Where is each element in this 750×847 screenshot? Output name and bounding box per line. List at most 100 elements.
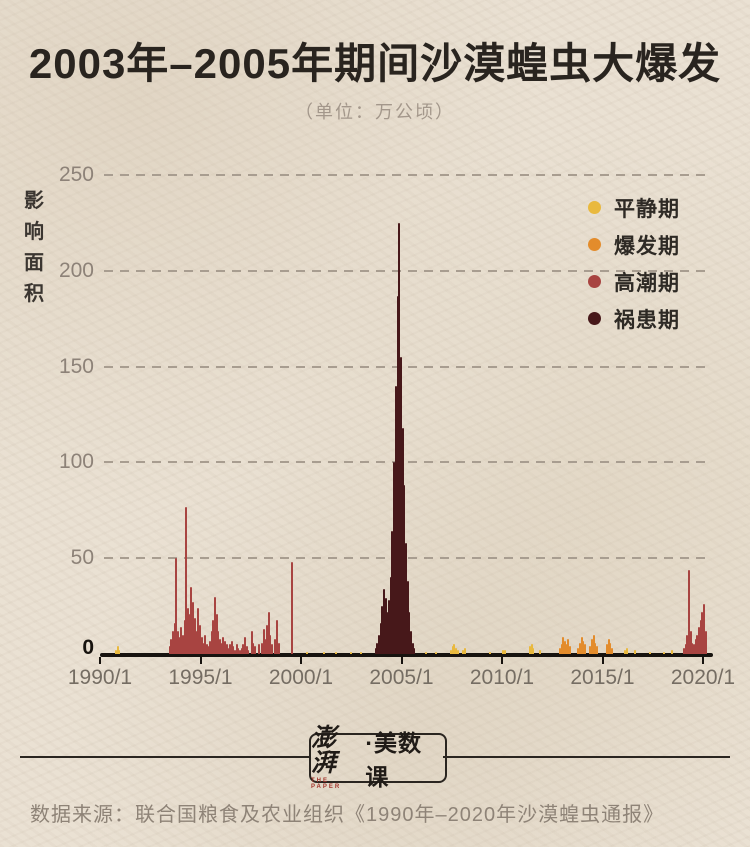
bar <box>530 644 533 654</box>
bar <box>239 650 241 654</box>
bar <box>386 611 389 654</box>
x-tick-mark-2020/1 <box>702 657 704 664</box>
y-tick-label-0: 0 <box>82 636 94 659</box>
bar <box>208 640 211 654</box>
publisher-logo: 澎湃 THE PAPER ·美数课 <box>309 726 447 790</box>
bar <box>503 650 506 654</box>
page-title: 2003年–2005年期间沙漠蝗虫大爆发 <box>28 40 722 87</box>
bar <box>461 650 464 654</box>
bar <box>610 648 613 654</box>
y-tick-label-150: 150 <box>58 354 94 378</box>
bar <box>398 222 401 654</box>
bar <box>230 640 233 654</box>
bar <box>408 611 411 654</box>
bar <box>391 531 394 654</box>
bar <box>183 619 186 654</box>
bar <box>592 634 595 654</box>
bar <box>374 648 377 654</box>
logo-brand: 澎湃 THE PAPER <box>311 726 362 791</box>
y-axis-title: 影响面积 <box>24 190 44 305</box>
legend: 平静期 爆发期 高潮期 祸患期 <box>588 189 680 337</box>
bar <box>262 629 265 654</box>
bar <box>691 642 694 654</box>
bar <box>703 604 705 654</box>
bar <box>234 650 236 654</box>
bar <box>577 648 580 654</box>
footer-divider-left <box>20 756 309 758</box>
bar <box>247 650 250 654</box>
bar <box>698 627 700 654</box>
bar <box>275 619 278 654</box>
bar <box>306 652 308 654</box>
legend-item-outbreak: 爆发期 <box>588 226 680 263</box>
legend-item-upsurge: 高潮期 <box>588 263 680 300</box>
bar <box>455 648 458 654</box>
bar <box>168 646 171 654</box>
bar <box>413 648 416 654</box>
bar <box>207 646 210 654</box>
bar <box>609 642 612 654</box>
legend-dot-icon <box>588 275 601 288</box>
y-tick-label-200: 200 <box>58 258 94 282</box>
bar <box>115 650 118 654</box>
bar <box>192 602 195 654</box>
bar <box>684 644 687 654</box>
bar <box>175 558 178 654</box>
bar <box>222 636 225 654</box>
bar <box>242 644 245 654</box>
bar <box>406 581 409 654</box>
bar <box>634 650 637 654</box>
bar <box>264 638 267 654</box>
bar <box>488 652 491 654</box>
bar <box>223 640 226 654</box>
legend-dot-icon <box>588 201 601 214</box>
bar <box>376 642 379 654</box>
logo-english-text: THE PAPER <box>311 778 342 790</box>
bar <box>254 646 257 654</box>
x-tick-mark-2010/1 <box>501 657 503 664</box>
footer-divider-right <box>443 756 730 758</box>
x-tick-label-2005/1: 2005/1 <box>369 666 434 689</box>
x-tick-label-1990/1: 1990/1 <box>67 666 133 689</box>
unit-subtitle: （单位：万公顷） <box>295 102 455 122</box>
bar <box>202 642 205 654</box>
bar <box>173 623 176 654</box>
legend-dot-icon <box>588 312 601 325</box>
bar <box>595 646 598 654</box>
bar <box>582 640 585 654</box>
bar <box>220 642 223 654</box>
x-tick-label-2020/1: 2020/1 <box>670 666 736 689</box>
legend-label: 爆发期 <box>614 234 680 258</box>
logo-suffix-text: ·美数课 <box>365 730 423 790</box>
bar <box>453 644 456 654</box>
bar <box>567 638 570 654</box>
bar <box>245 646 248 654</box>
bar <box>424 652 427 654</box>
bar <box>564 640 566 654</box>
legend-label: 平静期 <box>614 197 680 221</box>
bar <box>381 606 384 654</box>
bar <box>404 542 407 654</box>
bar <box>502 650 504 654</box>
x-tick-label-2000/1: 2000/1 <box>268 666 334 689</box>
bar <box>217 631 220 654</box>
bar <box>565 644 568 654</box>
bar <box>229 644 231 654</box>
bar <box>267 611 270 654</box>
x-tick-mark-2000/1 <box>300 657 302 664</box>
bar <box>187 608 190 654</box>
bar <box>270 644 273 654</box>
bar <box>200 636 203 654</box>
gridline-50 <box>104 557 710 560</box>
bar <box>244 636 247 654</box>
gridline-250 <box>104 174 710 176</box>
bar <box>694 638 697 654</box>
bar <box>463 648 466 654</box>
bar <box>240 648 243 654</box>
legend-item-calm: 平静期 <box>588 189 680 226</box>
bar <box>378 634 381 654</box>
y-tick-label-100: 100 <box>58 450 94 474</box>
bar <box>451 646 454 654</box>
bar <box>562 636 565 654</box>
bar <box>193 617 196 654</box>
